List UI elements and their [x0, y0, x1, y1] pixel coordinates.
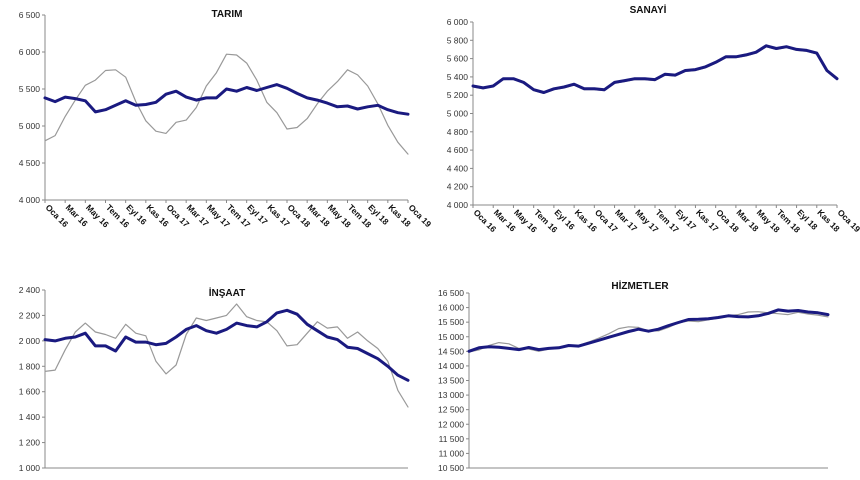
- series-line-trend-sanayi: [471, 44, 839, 94]
- chart-title-tarim: TARIM: [212, 9, 243, 20]
- y-tick-label: 4 800: [447, 127, 469, 137]
- y-tick-label: 5 500: [19, 84, 41, 94]
- chart-sanayi: SANAYİ 4 000 4 200 4 400 4 600 4 800 5 000 5 2…: [447, 3, 860, 235]
- x-tick-label: Oca 19: [407, 202, 434, 229]
- y-tick-label: 6 000: [19, 47, 41, 57]
- y-tick-label: 16 500: [438, 288, 464, 298]
- y-tick-label: 6 500: [19, 10, 41, 20]
- series-line-raw-insaat: [44, 303, 409, 408]
- series-line-trend-tarim: [43, 83, 410, 116]
- chart-title-sanayi: SANAYİ: [630, 3, 667, 16]
- y-tick-label: 11 000: [439, 448, 465, 458]
- y-tick-label: 2 200: [19, 310, 41, 320]
- y-tick-label: 1 200: [19, 438, 41, 448]
- y-tick-label: 15 000: [438, 332, 464, 342]
- y-tick-label: 16 000: [438, 303, 464, 313]
- y-tick-label: 4 600: [447, 145, 469, 155]
- y-tick-label: 4 200: [447, 182, 469, 192]
- y-tick-label: 5 400: [447, 72, 469, 82]
- y-tick-label: 5 600: [447, 54, 469, 64]
- y-tick-label: 1 400: [19, 412, 41, 422]
- y-tick-label: 2 000: [19, 336, 41, 346]
- y-tick-label: 4 000: [19, 195, 41, 205]
- y-tick-label: 5 000: [447, 109, 469, 119]
- x-tick-label: Oca 19: [836, 207, 860, 234]
- y-tick-label: 14 000: [438, 361, 464, 371]
- chart-title-insaat: İNŞAAT: [209, 286, 245, 299]
- y-tick-label: 14 500: [438, 346, 464, 356]
- y-tick-label: 5 000: [19, 121, 41, 131]
- series-line-trend-hizmetler: [467, 308, 830, 353]
- y-tick-label: 1 000: [19, 463, 41, 473]
- y-tick-label: 1 600: [19, 387, 41, 397]
- series-line-raw-tarim: [44, 53, 409, 155]
- y-tick-label: 11 500: [439, 434, 465, 444]
- y-tick-label: 12 500: [438, 405, 464, 415]
- y-tick-label: 4 400: [447, 163, 469, 173]
- y-tick-label: 13 000: [438, 390, 464, 400]
- y-tick-label: 15 500: [438, 317, 464, 327]
- chart-insaat: İNŞAAT 1 000 1 200 1 400 1 600 1 800 2 000 2 2…: [19, 285, 410, 473]
- series-line-trend-insaat: [43, 308, 410, 382]
- y-tick-label: 4 500: [19, 158, 41, 168]
- y-tick-label: 5 200: [447, 90, 469, 100]
- chart-tarim: TARIM 4 000 4 500 5 000 5 500 6 000 6 500 Oca …: [19, 9, 434, 230]
- chart-hizmetler: HİZMETLER 10 500 11 000 11 500 12 000 12 500…: [438, 279, 830, 473]
- y-tick-label: 1 800: [19, 361, 41, 371]
- y-tick-label: 13 500: [438, 376, 464, 386]
- y-tick-label: 4 000: [447, 200, 469, 210]
- y-tick-label: 2 400: [19, 285, 41, 295]
- chart-title-hizmetler: HİZMETLER: [611, 279, 669, 292]
- y-tick-label: 6 000: [447, 17, 469, 27]
- y-tick-label: 10 500: [438, 463, 464, 473]
- y-tick-label: 12 000: [438, 419, 464, 429]
- y-tick-label: 5 800: [447, 35, 469, 45]
